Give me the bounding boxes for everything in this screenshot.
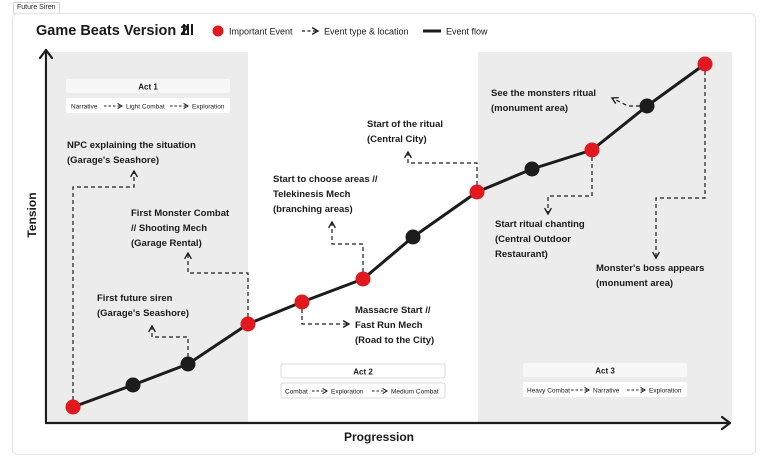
act1-item-2: Light Combat (126, 104, 165, 111)
legend: Important Event Event type & location Ev… (212, 25, 488, 37)
event-label-e10: Start ritual chanting (Central Outdoor R… (495, 219, 587, 260)
event-node-e10 (584, 142, 600, 158)
event-label-e3: First future siren (Garage's Seashore) (97, 293, 189, 319)
event-node-e1 (65, 399, 81, 415)
legend-important-label: Important Event (229, 27, 293, 37)
event-label-e4-line1: First Monster Combat (131, 208, 230, 219)
event-flow-line (72, 62, 706, 409)
act3-box: Act 3 Heavy Combat Narrative Exploration (523, 363, 687, 397)
act1-band (48, 52, 248, 422)
event-label-e1-line1: NPC explaining the situation (67, 140, 196, 151)
page-title: Game Beats Version 2 (36, 23, 188, 39)
event-label-e5-line3: (Road to the City) (355, 335, 434, 346)
connector-e10 (544, 157, 593, 216)
event-node-e4 (240, 316, 256, 332)
y-axis-label: Tension (25, 192, 39, 237)
event-label-e3-line1: First future siren (97, 293, 173, 304)
connector-e4 (184, 251, 249, 317)
event-node-e8 (469, 184, 485, 200)
event-label-e1: NPC explaining the situation (Garage's S… (67, 140, 198, 166)
event-node-e3 (180, 356, 196, 372)
act1-title: Act 1 (138, 83, 158, 92)
event-node-e12 (697, 56, 713, 72)
event-label-e6-line1: Start to choose areas // (273, 174, 378, 185)
connector-e8 (404, 150, 478, 185)
act2-title: Act 2 (353, 368, 373, 377)
act2-box: Act 2 Combat Exploration Medium Combat (280, 363, 446, 399)
act3-title: Act 3 (595, 367, 615, 376)
event-label-e6: Start to choose areas // Telekinesis Mec… (273, 174, 380, 215)
x-axis-label: Progression (344, 430, 414, 444)
event-label-e5-line2: Fast Run Mech (355, 320, 423, 331)
event-label-e11-line1: See the monsters ritual (491, 88, 596, 99)
act3-item-1: Heavy Combat (527, 388, 570, 395)
event-node-e11 (639, 98, 655, 114)
act1-box: Act 1 Narrative Light Combat Exploration (66, 79, 230, 113)
bar-chart-icon (183, 24, 193, 35)
connector-e3 (148, 324, 189, 357)
act1-item-3: Exploration (192, 104, 225, 111)
connector-e5 (301, 309, 351, 328)
event-label-e8-line1: Start of the ritual (367, 119, 443, 130)
act2-item-3: Medium Combat (391, 389, 439, 396)
event-label-e4: First Monster Combat // Shooting Mech (G… (131, 208, 232, 249)
event-label-e12-line1: Monster's boss appears (596, 263, 704, 274)
event-node-e5 (294, 294, 310, 310)
event-node-e6 (355, 271, 371, 287)
event-label-e8-line2: (Central City) (367, 134, 427, 145)
event-label-e11: See the monsters ritual (monument area) (491, 88, 599, 114)
event-label-e6-line3: (branching areas) (273, 204, 353, 215)
act3-item-3: Exploration (649, 388, 682, 395)
event-label-e10-line3: Restaurant) (495, 249, 548, 260)
event-label-e6-line2: Telekinesis Mech (273, 189, 351, 200)
event-label-e4-line2: // Shooting Mech (131, 223, 207, 234)
event-label-e10-line2: (Central Outdoor (495, 234, 571, 245)
event-node-e2 (125, 377, 141, 393)
legend-important-marker (212, 25, 224, 37)
legend-event-type-label: Event type & location (324, 27, 409, 37)
act3-item-2: Narrative (593, 388, 620, 395)
event-label-e5-line1: Massacre Start // (355, 305, 431, 316)
connector-e11 (610, 96, 640, 107)
event-connectors (72, 71, 706, 400)
connector-e1 (72, 169, 138, 400)
event-node-e7 (405, 229, 421, 245)
act3-band (478, 52, 732, 422)
event-label-e12-line2: (monument area) (596, 278, 673, 289)
event-label-e11-line2: (monument area) (491, 103, 568, 114)
event-label-e1-line2: (Garage's Seashore) (67, 155, 159, 166)
event-label-e3-line2: (Garage's Seashore) (97, 308, 189, 319)
act1-item-1: Narrative (71, 104, 98, 111)
event-nodes (65, 56, 713, 415)
act2-item-2: Exploration (331, 389, 364, 396)
connector-e12 (652, 71, 706, 260)
event-label-e5: Massacre Start // Fast Run Mech (Road to… (355, 305, 434, 346)
axes (38, 48, 732, 431)
event-node-e9 (524, 161, 540, 177)
event-label-e4-line3: (Garage Rental) (131, 238, 202, 249)
act2-item-1: Combat (285, 389, 308, 396)
event-label-e8: Start of the ritual (Central City) (367, 119, 446, 145)
event-label-e10-line1: Start ritual chanting (495, 219, 585, 230)
event-label-e12: Monster's boss appears (monument area) (596, 263, 707, 289)
legend-flow-label: Event flow (446, 27, 488, 37)
connector-e6 (328, 220, 364, 272)
